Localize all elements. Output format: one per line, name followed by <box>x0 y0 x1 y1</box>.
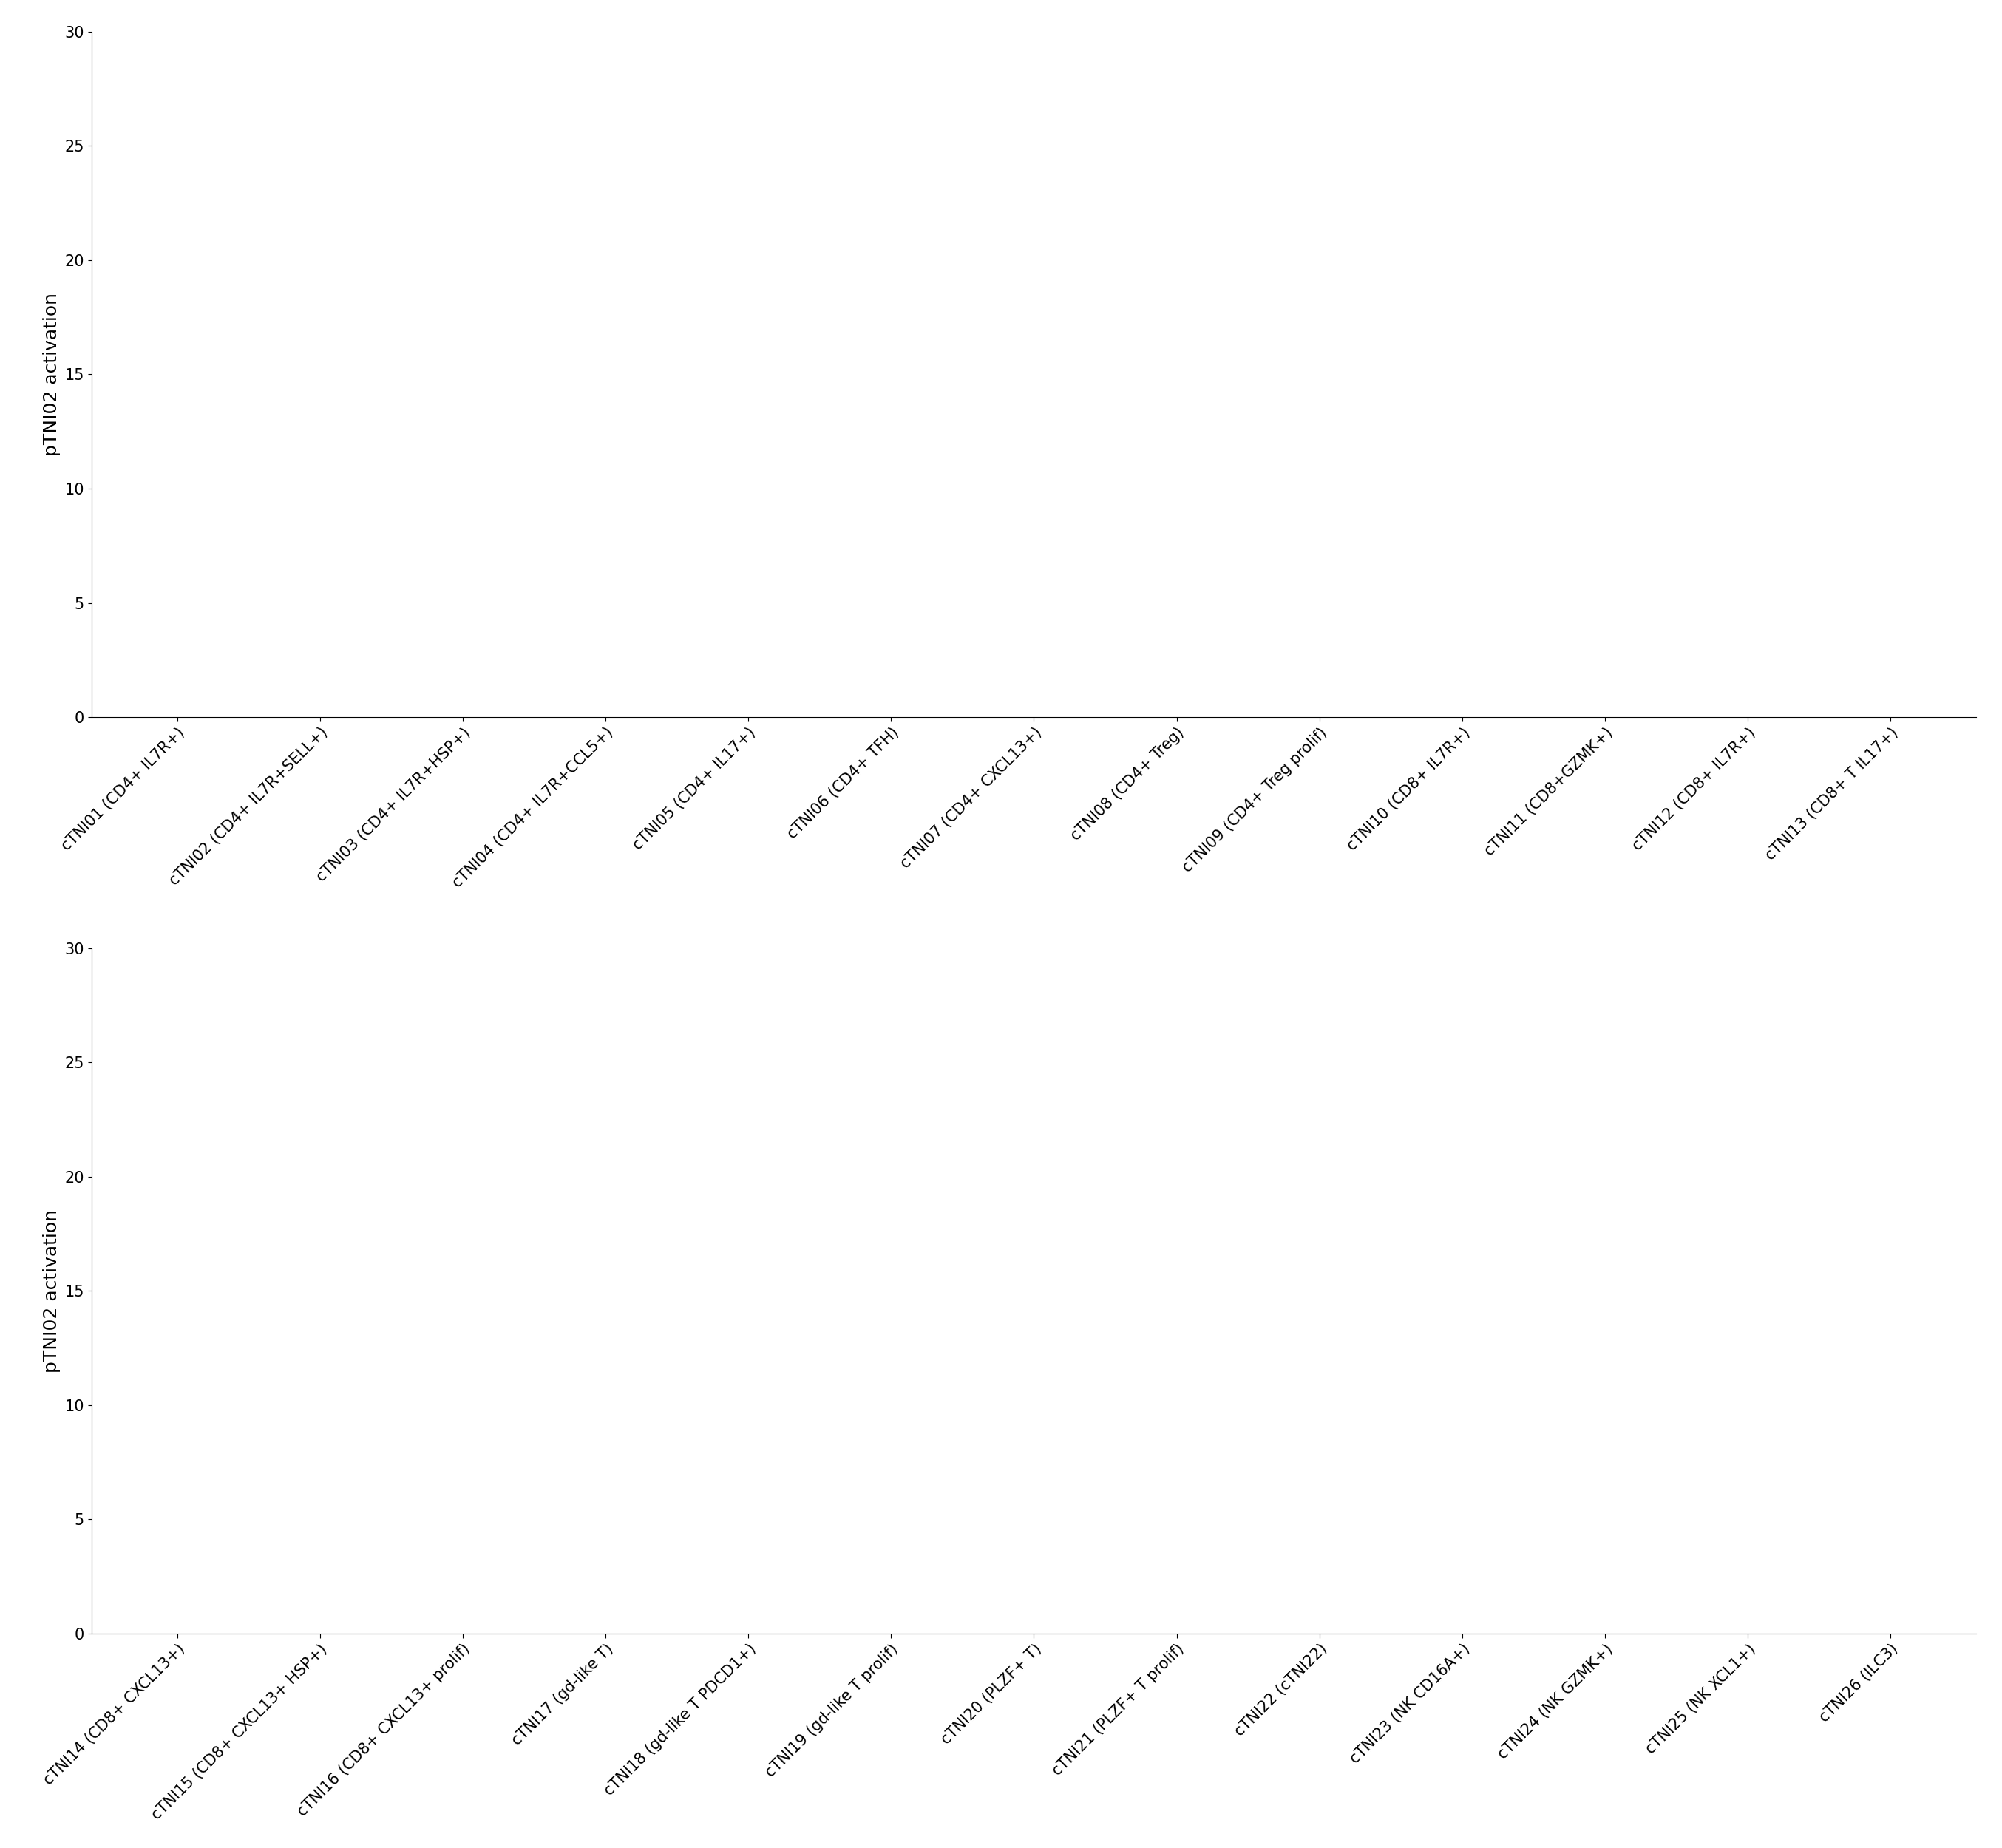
Y-axis label: pTNI02 activation: pTNI02 activation <box>42 292 60 456</box>
Y-axis label: pTNI02 activation: pTNI02 activation <box>42 1209 60 1373</box>
